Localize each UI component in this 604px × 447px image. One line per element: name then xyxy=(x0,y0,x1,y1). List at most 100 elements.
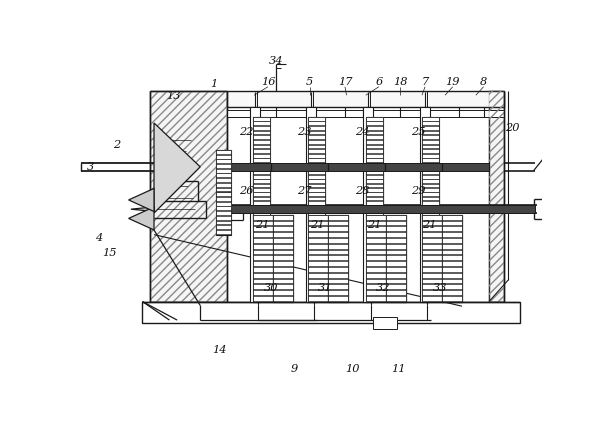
Bar xyxy=(386,238,406,243)
Bar xyxy=(366,208,383,211)
Bar xyxy=(366,212,383,216)
Bar xyxy=(216,150,231,192)
Bar xyxy=(366,197,383,200)
Bar xyxy=(366,222,383,225)
Bar xyxy=(366,284,386,289)
Bar xyxy=(216,216,231,220)
Bar xyxy=(308,212,325,216)
Bar xyxy=(422,267,442,272)
Bar xyxy=(308,273,328,278)
Bar xyxy=(252,198,269,202)
Bar xyxy=(386,261,406,266)
Bar xyxy=(328,232,348,237)
Bar xyxy=(422,238,442,243)
Bar xyxy=(422,278,442,283)
Text: 21: 21 xyxy=(310,219,324,230)
Bar xyxy=(422,296,442,301)
Bar xyxy=(252,180,269,184)
Bar xyxy=(308,213,325,216)
Text: 20: 20 xyxy=(505,123,519,133)
Bar xyxy=(252,226,269,229)
Bar xyxy=(252,175,269,179)
Bar xyxy=(366,131,383,135)
Bar xyxy=(308,198,325,202)
Bar xyxy=(366,213,383,216)
Bar xyxy=(422,213,439,216)
Text: 11: 11 xyxy=(391,363,406,374)
Bar xyxy=(386,215,406,302)
Bar xyxy=(308,117,325,121)
Bar xyxy=(252,197,269,200)
Bar xyxy=(308,180,325,184)
Bar xyxy=(216,220,231,224)
Bar xyxy=(328,221,348,225)
Bar xyxy=(366,255,386,260)
Bar xyxy=(308,171,325,174)
Bar xyxy=(422,140,439,144)
Bar xyxy=(442,290,462,295)
Bar xyxy=(366,213,383,230)
Bar xyxy=(308,197,325,200)
Bar xyxy=(422,249,442,254)
Bar xyxy=(216,230,231,234)
Bar xyxy=(308,188,325,192)
Bar xyxy=(308,154,325,158)
Bar xyxy=(366,180,383,184)
Bar xyxy=(216,160,231,163)
Bar xyxy=(308,194,325,198)
Bar xyxy=(150,91,227,302)
Text: 21: 21 xyxy=(367,219,382,230)
Bar xyxy=(308,171,325,205)
Bar xyxy=(216,188,231,191)
Bar xyxy=(216,155,231,159)
Bar xyxy=(422,194,439,198)
Bar xyxy=(422,284,442,289)
Bar xyxy=(252,212,269,216)
Bar xyxy=(386,232,406,237)
Bar xyxy=(252,135,269,139)
Bar xyxy=(422,255,442,260)
Text: 8: 8 xyxy=(480,77,487,87)
Bar xyxy=(227,110,504,117)
Bar xyxy=(422,222,439,225)
Bar xyxy=(216,164,231,168)
Bar xyxy=(422,158,439,162)
Bar xyxy=(366,194,383,198)
Bar xyxy=(252,171,269,174)
Bar xyxy=(422,226,439,229)
Bar xyxy=(366,290,386,295)
Bar xyxy=(252,117,269,121)
Bar xyxy=(366,171,383,174)
Bar xyxy=(272,290,292,295)
Bar xyxy=(366,135,383,139)
Bar xyxy=(216,178,231,182)
Bar xyxy=(308,175,325,179)
Bar xyxy=(308,221,328,225)
Bar xyxy=(308,185,325,188)
Bar xyxy=(272,278,292,283)
Bar xyxy=(422,171,439,205)
Bar xyxy=(386,221,406,225)
Bar xyxy=(216,183,231,187)
Bar xyxy=(252,117,269,163)
Bar xyxy=(252,175,269,178)
Bar xyxy=(366,249,386,254)
Bar xyxy=(252,290,272,295)
Bar xyxy=(489,91,504,302)
Bar xyxy=(422,131,439,135)
Text: 5: 5 xyxy=(306,77,313,87)
Bar xyxy=(366,122,383,125)
Bar xyxy=(308,192,325,196)
Bar xyxy=(442,267,462,272)
Bar xyxy=(366,175,383,179)
Text: 15: 15 xyxy=(102,248,117,258)
Bar xyxy=(252,227,272,231)
Bar xyxy=(422,117,439,163)
Bar xyxy=(150,91,227,302)
Bar xyxy=(252,208,269,211)
Text: 22: 22 xyxy=(239,127,254,137)
Bar xyxy=(252,188,269,192)
Bar xyxy=(422,126,439,130)
Bar xyxy=(272,215,292,302)
Bar xyxy=(308,290,328,295)
